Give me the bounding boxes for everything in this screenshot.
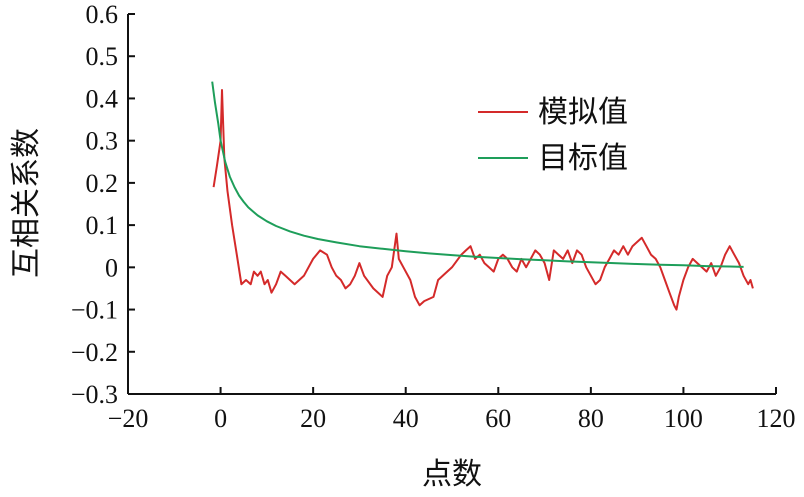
y-tick-label: 0.4 (86, 84, 119, 113)
y-tick-label: 0.3 (86, 127, 119, 156)
x-tick-label: 20 (300, 404, 326, 433)
series-line-0 (212, 89, 754, 311)
x-tick-label: −20 (108, 404, 149, 433)
x-tick-label: 80 (578, 404, 604, 433)
x-tick-label: 100 (664, 404, 703, 433)
axes: −0.3 −0.2 −0.1 0 0.1 0.2 0.3 0.4 0.5 0.6 −20 0 20 40 6… (71, 0, 796, 433)
x-axis-title: 点数 (422, 458, 482, 491)
series-layer (211, 81, 754, 311)
y-tick-label: 0.2 (86, 169, 119, 198)
y-tick-label: 0 (105, 253, 118, 282)
legend-label-1: 目标值 (538, 142, 628, 175)
x-tick-label: 120 (757, 404, 796, 433)
series-line-1 (211, 81, 744, 268)
y-axis-title: 互相关系数 (10, 128, 43, 278)
x-tick-label: 40 (393, 404, 419, 433)
y-tick-label: 0.6 (86, 0, 119, 29)
x-tick-label: 0 (214, 404, 227, 433)
y-tick-label: −0.1 (71, 296, 118, 325)
x-tick-label: 60 (485, 404, 511, 433)
y-tick-label: 0.1 (86, 211, 119, 240)
y-tick-label: −0.2 (71, 338, 118, 367)
legend-label-0: 模拟值 (538, 96, 628, 129)
y-tick-label: −0.3 (71, 380, 118, 409)
y-tick-label: 0.5 (86, 42, 119, 71)
